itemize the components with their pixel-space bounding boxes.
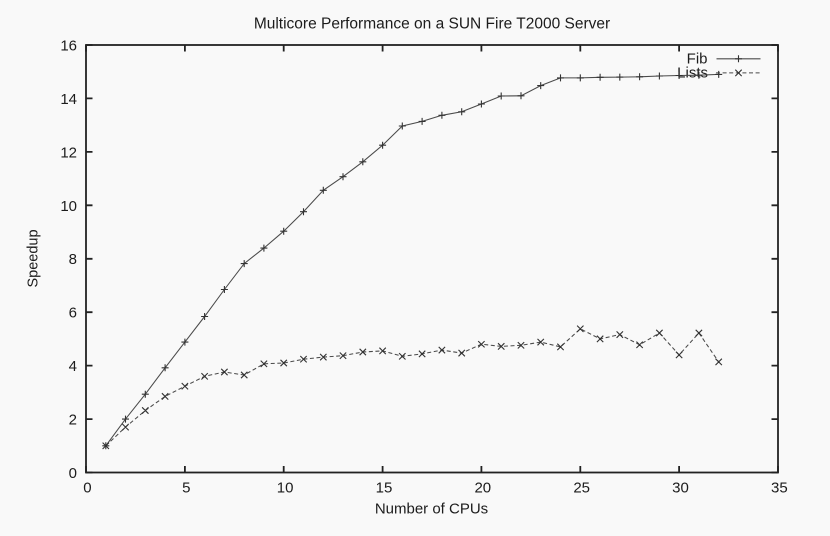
svg-text:Multicore Performance on a SUN: Multicore Performance on a SUN Fire T200…	[254, 16, 610, 33]
svg-text:14: 14	[60, 91, 77, 108]
svg-text:8: 8	[69, 251, 77, 268]
svg-text:4: 4	[69, 358, 77, 375]
svg-text:30: 30	[672, 479, 689, 496]
svg-text:10: 10	[60, 198, 77, 215]
svg-text:10: 10	[277, 479, 294, 496]
svg-text:Number of CPUs: Number of CPUs	[375, 501, 488, 518]
svg-text:0: 0	[83, 479, 91, 496]
svg-text:0: 0	[69, 465, 77, 482]
svg-text:15: 15	[376, 479, 393, 496]
svg-text:12: 12	[60, 144, 77, 161]
svg-text:Speedup: Speedup	[26, 229, 42, 287]
svg-text:2: 2	[69, 412, 77, 429]
svg-text:Lists: Lists	[677, 65, 708, 82]
svg-text:25: 25	[573, 479, 590, 496]
svg-text:20: 20	[474, 479, 491, 496]
svg-text:16: 16	[60, 38, 77, 55]
svg-text:6: 6	[69, 305, 77, 322]
svg-text:Fib: Fib	[687, 51, 708, 68]
svg-text:35: 35	[771, 479, 788, 496]
svg-text:5: 5	[182, 479, 190, 496]
